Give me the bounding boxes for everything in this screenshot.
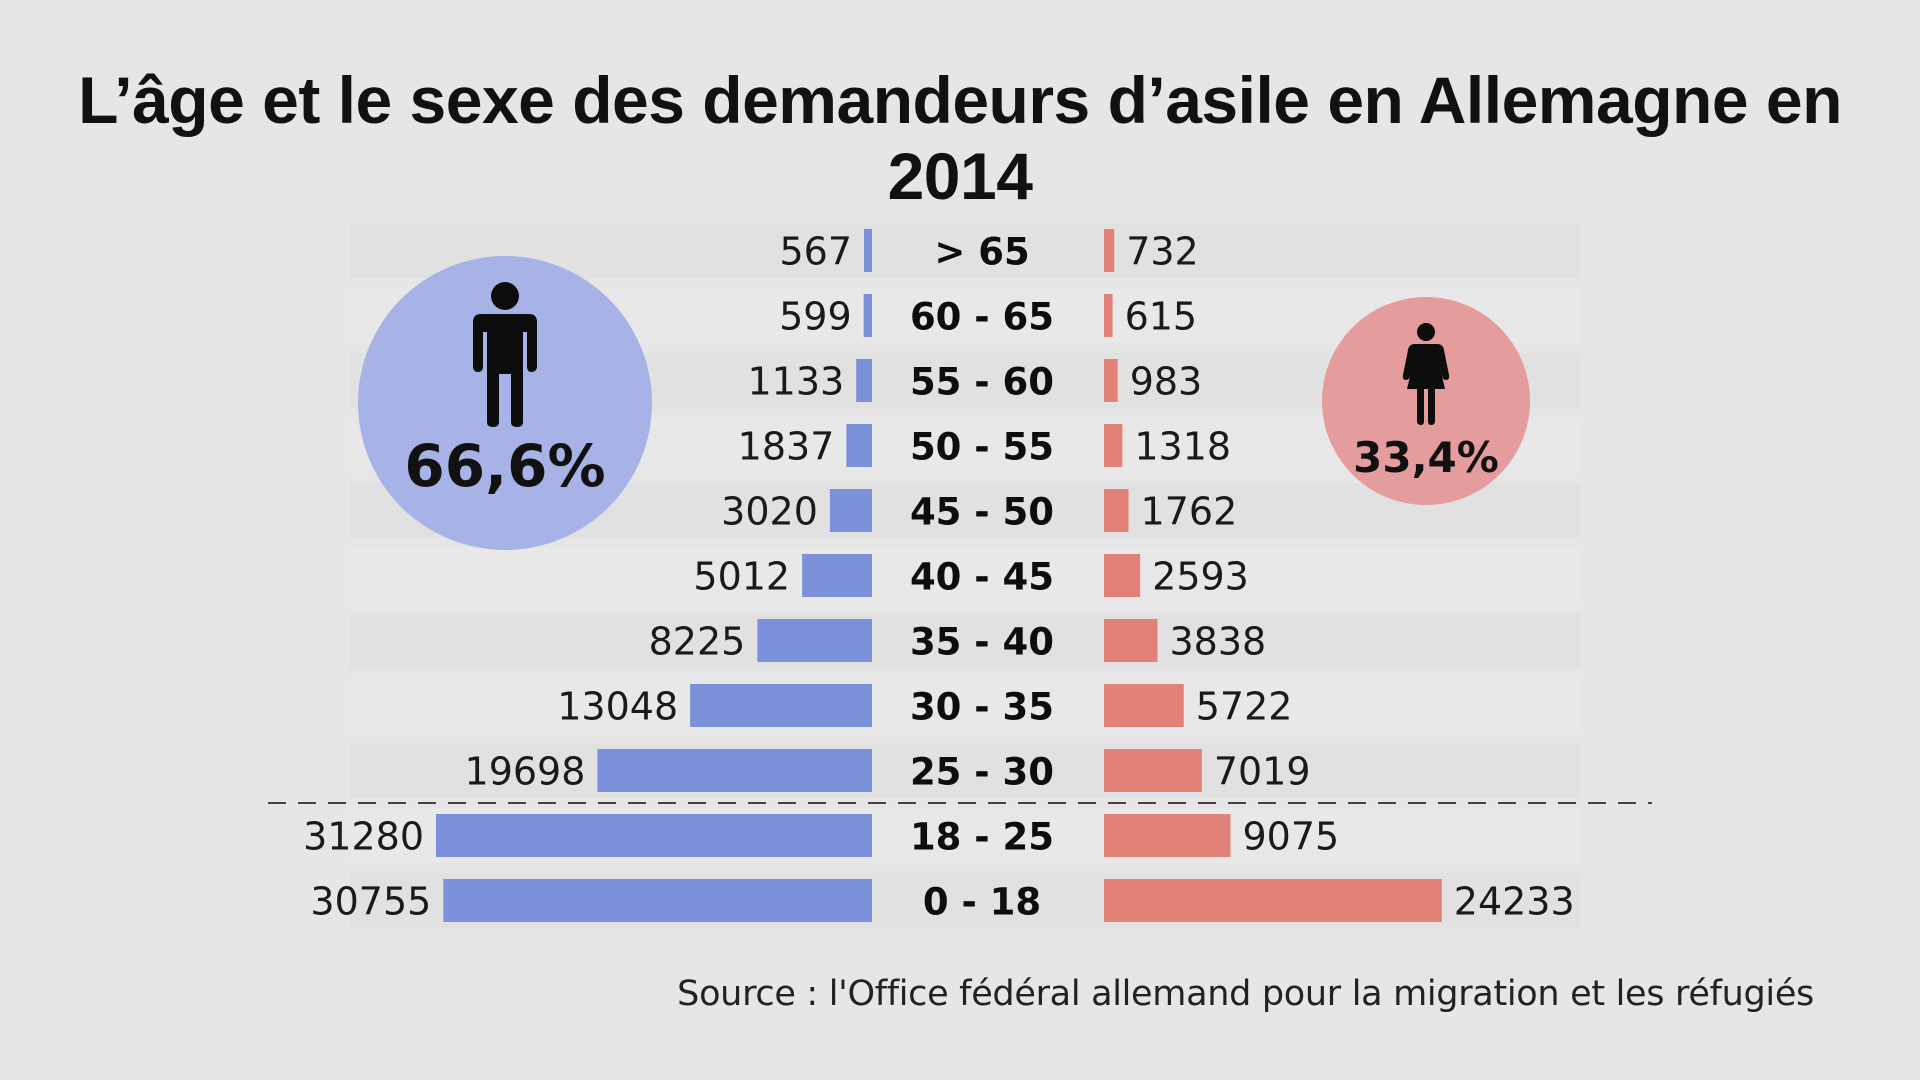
female-value-label: 3838 [1169, 620, 1266, 664]
female-value-label: 24233 [1454, 880, 1575, 924]
female-bar [1104, 294, 1113, 337]
female-bar [1104, 619, 1158, 662]
age-group-label: 50 - 55 [910, 426, 1054, 469]
female-value-label: 615 [1125, 295, 1198, 339]
male-bar [757, 619, 872, 662]
row-band [350, 678, 1580, 733]
age-group-label: 25 - 30 [910, 751, 1054, 794]
female-value-label: 1318 [1134, 425, 1231, 469]
row-band [350, 613, 1580, 668]
female-bar [1104, 424, 1123, 467]
female-bar [1104, 814, 1231, 857]
female-bar [1104, 554, 1141, 597]
male-bar [864, 229, 872, 272]
female-bar [1104, 359, 1118, 402]
female-bar [1104, 229, 1115, 272]
female-value-label: 9075 [1242, 815, 1339, 859]
female-bar [1104, 489, 1129, 532]
male-value-label: 8225 [649, 620, 746, 664]
male-bar [856, 359, 872, 402]
male-value-label: 567 [779, 230, 852, 274]
female-bar [1104, 684, 1184, 727]
source-note: Source : l'Office fédéral allemand pour … [677, 974, 1814, 1014]
row-band [350, 548, 1580, 603]
female-value-label: 732 [1126, 230, 1199, 274]
female-person-icon [1402, 323, 1450, 425]
male-value-label: 19698 [465, 750, 586, 794]
age-group-label: > 65 [934, 231, 1029, 274]
female-bar [1104, 749, 1202, 792]
male-value-label: 1837 [738, 425, 835, 469]
male-value-label: 599 [779, 295, 852, 339]
male-bar [863, 294, 872, 337]
male-value-label: 1133 [747, 360, 844, 404]
male-value-label: 13048 [557, 685, 678, 729]
age-group-label: 30 - 35 [910, 686, 1054, 729]
female-value-label: 1762 [1141, 490, 1238, 534]
male-bar [846, 424, 872, 467]
age-group-label: 0 - 18 [923, 881, 1041, 924]
age-group-label: 40 - 45 [910, 556, 1054, 599]
male-value-label: 30755 [310, 880, 431, 924]
male-bar [829, 489, 872, 532]
female-bar [1104, 879, 1442, 922]
female-value-label: 2593 [1152, 555, 1249, 599]
male-value-label: 31280 [303, 815, 424, 859]
row-band [350, 743, 1580, 798]
chart-title: L’âge et le sexe des demandeurs d’asile … [78, 63, 1842, 213]
age-group-label: 55 - 60 [910, 361, 1054, 404]
age-group-label: 18 - 25 [910, 816, 1054, 859]
male-value-label: 3020 [721, 490, 818, 534]
male-bar [436, 814, 872, 857]
male-percent: 66,6% [404, 432, 606, 500]
female-value-label: 7019 [1214, 750, 1311, 794]
female-percent: 33,4% [1353, 433, 1499, 482]
age-group-label: 60 - 65 [910, 296, 1054, 339]
male-bar [690, 684, 872, 727]
male-bar [597, 749, 872, 792]
male-person-icon [473, 282, 537, 427]
age-group-label: 35 - 40 [910, 621, 1054, 664]
male-bar [443, 879, 872, 922]
age-group-label: 45 - 50 [910, 491, 1054, 534]
male-bar [802, 554, 872, 597]
male-value-label: 5012 [693, 555, 790, 599]
female-value-label: 983 [1130, 360, 1203, 404]
female-value-label: 5722 [1196, 685, 1293, 729]
